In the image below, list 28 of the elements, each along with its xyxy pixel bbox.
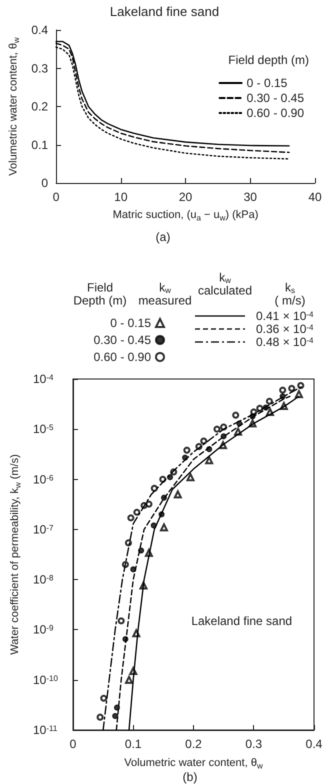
x-tick-label: 40 — [308, 190, 322, 204]
y-axis-title: Water coefficient of permeability, kw (m/s) — [9, 454, 23, 655]
y-tick-label: 0.3 — [31, 61, 48, 76]
annotation: Lakeland fine sand — [191, 614, 292, 628]
x-tick-label: 0.1 — [124, 737, 142, 751]
legend-label: 0.30 - 0.45 — [246, 91, 304, 105]
y-axis-title: Volumetric water content, θw — [8, 37, 21, 176]
legend-label: 0.60 - 0.90 — [246, 106, 304, 120]
legend-label: 0.60 - 0.90 — [94, 350, 152, 364]
y-tick-label: 0 — [41, 176, 48, 190]
x-tick-label: 30 — [244, 190, 258, 204]
legend-title: Field Depth (m) — [73, 280, 127, 308]
legend-title: Field depth (m) — [228, 53, 309, 67]
legend-label: 0 - 0.15 — [110, 316, 152, 330]
text: (b) — [182, 770, 198, 784]
legend-label: 0.30 - 0.45 — [94, 333, 152, 347]
legend-label: 0 - 0.15 — [246, 76, 288, 90]
x-tick-label: 0.2 — [185, 737, 202, 751]
x-tick-label: 0.3 — [245, 737, 262, 751]
x-tick-label: 0.4 — [306, 737, 323, 751]
chart-title: Lakeland fine sand — [110, 4, 220, 19]
x-tick-label: 0 — [70, 737, 77, 751]
y-tick-label: 0.2 — [31, 100, 48, 114]
x-tick-label: 20 — [178, 190, 193, 204]
y-tick-label: 0.4 — [31, 23, 48, 37]
x-tick-label: 10 — [114, 190, 128, 204]
y-tick-label: 0.1 — [31, 138, 48, 152]
text: (a) — [156, 230, 170, 244]
